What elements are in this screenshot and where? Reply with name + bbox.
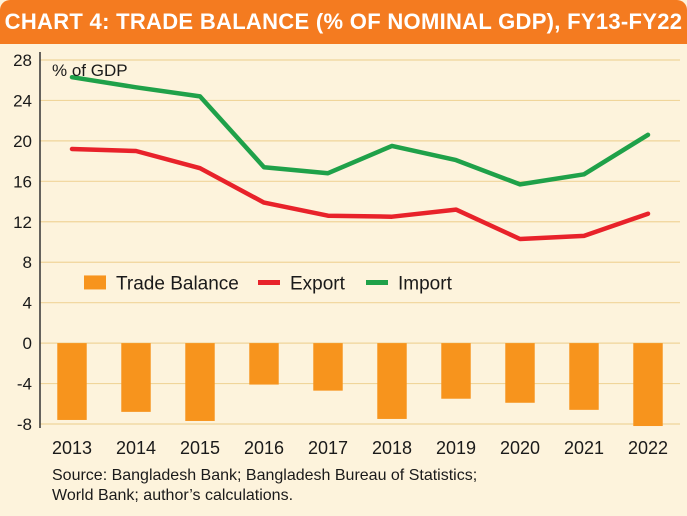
trade-balance-bar	[249, 343, 279, 385]
legend-item-import-label: Import	[398, 273, 453, 294]
y-tick-label: 28	[13, 51, 32, 70]
x-tick-label: 2018	[372, 438, 412, 458]
trade-balance-bar	[569, 343, 599, 410]
legend-item-export-label: Export	[290, 273, 346, 294]
export-line	[69, 146, 651, 242]
y-tick-label: 8	[23, 253, 32, 272]
x-tick-label: 2016	[244, 438, 284, 458]
title-bar: CHART 4: TRADE BALANCE (% OF NOMINAL GDP…	[0, 0, 687, 44]
x-tick-label: 2022	[628, 438, 668, 458]
x-tick-label: 2015	[180, 438, 220, 458]
x-tick-label: 2021	[564, 438, 604, 458]
grid-lines	[40, 59, 680, 425]
y-tick-label: 0	[23, 334, 32, 353]
source-line-2: World Bank; author’s calculations.	[52, 487, 294, 504]
legend: Trade Balance Export Import	[84, 273, 453, 294]
x-tick-label: 2019	[436, 438, 476, 458]
y-tick-label: 20	[13, 132, 32, 151]
trade-balance-bar	[377, 343, 407, 419]
x-tick-label: 2020	[500, 438, 540, 458]
trade-balance-bar	[57, 343, 87, 420]
import-line	[69, 74, 651, 187]
x-tick-label: 2013	[52, 438, 92, 458]
trade-balance-bar	[505, 343, 535, 403]
y-tick-label: -4	[17, 375, 32, 394]
y-axis-label: % of GDP	[52, 61, 128, 80]
y-tick-label: 4	[23, 294, 32, 313]
series-lines	[69, 74, 651, 242]
y-tick-label: -8	[17, 415, 32, 434]
trade-balance-bar	[185, 343, 215, 421]
y-tick-label: 24	[13, 91, 32, 110]
x-tick-label: 2014	[116, 438, 156, 458]
y-tick-label: 16	[13, 172, 32, 191]
x-tick-label: 2017	[308, 438, 348, 458]
y-tick-label: 12	[13, 213, 32, 232]
source-note: Source: Bangladesh Bank; Bangladesh Bure…	[52, 466, 652, 506]
legend-item-trade-balance-label: Trade Balance	[116, 273, 239, 294]
chart-title: CHART 4: TRADE BALANCE (% OF NOMINAL GDP…	[4, 9, 683, 34]
trade-balance-bar	[313, 343, 343, 391]
trade-balance-bars	[57, 343, 663, 427]
trade-balance-bar	[633, 343, 663, 427]
trade-balance-bar	[121, 343, 151, 412]
source-line-1: Source: Bangladesh Bank; Bangladesh Bure…	[52, 467, 478, 484]
legend-item-trade-balance-swatch	[84, 275, 106, 290]
trade-balance-bar	[441, 343, 471, 399]
